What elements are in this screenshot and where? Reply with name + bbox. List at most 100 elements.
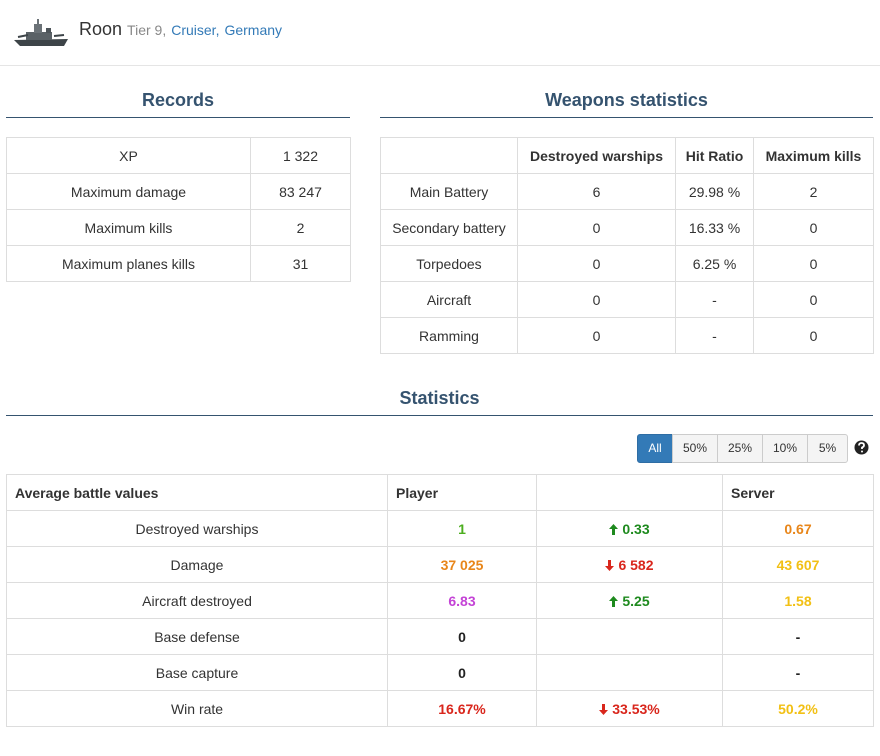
- weapons-cell: 6: [517, 173, 676, 210]
- statistics-header-cell: Average battle values: [6, 474, 388, 511]
- weapons-row: Torpedoes 0 6.25 % 0: [380, 245, 874, 282]
- weapons-header-cell: Maximum kills: [753, 137, 874, 174]
- weapons-cell: 0: [753, 317, 874, 354]
- record-cell: 2: [250, 209, 351, 246]
- filter-group: All 50% 25% 10% 5%: [637, 434, 848, 463]
- weapons-row: Main Battery 6 29.98 % 2: [380, 173, 874, 210]
- statistics-header-cell: Server: [722, 474, 874, 511]
- player-value: 0: [387, 654, 537, 691]
- diff-cell: [536, 654, 723, 691]
- record-row: Maximum kills 2: [6, 209, 351, 246]
- help-icon[interactable]: [854, 440, 869, 455]
- filter-button[interactable]: 5%: [807, 434, 848, 463]
- record-cell: 83 247: [250, 173, 351, 210]
- statistics-header-cell: [536, 474, 723, 511]
- statistics-label: Base defense: [6, 618, 388, 655]
- record-row: Maximum damage 83 247: [6, 173, 351, 210]
- statistics-row: Base defense 0 -: [6, 618, 874, 655]
- arrow-up: [609, 595, 619, 607]
- statistics-row: Aircraft destroyed 6.83 5.25 1.58: [6, 582, 874, 619]
- statistics-row: Damage 37 025 6 582 43 607: [6, 546, 874, 583]
- weapons-cell: 0: [517, 317, 676, 354]
- arrow-down: [599, 703, 609, 715]
- server-value: 0.67: [722, 510, 874, 547]
- server-value: 43 607: [722, 546, 874, 583]
- player-value: 1: [387, 510, 537, 547]
- weapons-cell: 16.33 %: [675, 209, 754, 246]
- weapons-table: Destroyed warships Hit Ratio Maximum kills…: [380, 137, 874, 354]
- weapons-title: Weapons statistics: [380, 90, 873, 118]
- statistics-header-cell: Player: [387, 474, 537, 511]
- ship-icon: [14, 19, 68, 46]
- filter-button[interactable]: All: [637, 434, 673, 463]
- diff-value: 5.25: [622, 592, 650, 609]
- weapons-cell: 0: [517, 281, 676, 318]
- statistics-label: Destroyed warships: [6, 510, 388, 547]
- header: Roon Tier 9, Cruiser, Germany: [0, 0, 880, 66]
- records-title: Records: [6, 90, 350, 118]
- weapons-row: Ramming 0-0: [380, 317, 874, 354]
- weapons-cell: Aircraft: [380, 281, 518, 318]
- weapons-cell: 0: [517, 209, 676, 246]
- filter-button[interactable]: 10%: [762, 434, 808, 463]
- statistics-label: Aircraft destroyed: [6, 582, 388, 619]
- weapons-cell: -: [675, 281, 754, 318]
- weapons-cell: 6.25 %: [675, 245, 754, 282]
- diff-cell: 5.25: [536, 582, 723, 619]
- server-value: -: [722, 654, 874, 691]
- weapons-cell: 0: [517, 245, 676, 282]
- weapons-header-cell: Destroyed warships: [517, 137, 676, 174]
- arrow-down: [605, 559, 615, 571]
- diff-cell: 0.33: [536, 510, 723, 547]
- filter-button[interactable]: 50%: [672, 434, 718, 463]
- record-cell: 1 322: [250, 137, 351, 174]
- ship-class-link[interactable]: Cruiser,: [171, 22, 220, 38]
- statistics-table: Average battle values Player Server Destroy…: [6, 474, 874, 727]
- server-value: 50.2%: [722, 690, 874, 727]
- record-cell: Maximum planes kills: [6, 245, 251, 282]
- ship-tier: Tier 9,: [127, 22, 167, 38]
- player-value: 16.67%: [387, 690, 537, 727]
- record-row: XP 1 322: [6, 137, 351, 174]
- player-value: 0: [387, 618, 537, 655]
- statistics-label: Damage: [6, 546, 388, 583]
- weapons-cell: Ramming: [380, 317, 518, 354]
- weapons-cell: 29.98 %: [675, 173, 754, 210]
- ship-name: Roon: [79, 19, 123, 39]
- statistics-label: Win rate: [6, 690, 388, 727]
- weapons-cell: 0: [753, 209, 874, 246]
- diff-value: 0.33: [622, 520, 650, 537]
- weapons-cell: 2: [753, 173, 874, 210]
- weapons-cell: 0: [753, 245, 874, 282]
- weapons-cell: -: [675, 317, 754, 354]
- filter-button[interactable]: 25%: [717, 434, 763, 463]
- weapons-cell: 0: [753, 281, 874, 318]
- diff-cell: [536, 618, 723, 655]
- server-value: 1.58: [722, 582, 874, 619]
- statistics-title: Statistics: [6, 388, 873, 416]
- statistics-row: Base capture 0 -: [6, 654, 874, 691]
- weapons-header-row: Destroyed warships Hit Ratio Maximum kills: [380, 137, 874, 174]
- record-cell: Maximum kills: [6, 209, 251, 246]
- diff-cell: 6 582: [536, 546, 723, 583]
- ship-nation-link[interactable]: Germany: [224, 22, 283, 38]
- weapons-cell: Secondary battery: [380, 209, 518, 246]
- statistics-row: Destroyed warships 1 0.33 0.67: [6, 510, 874, 547]
- weapons-row: Secondary battery 0 16.33 % 0: [380, 209, 874, 246]
- server-value: -: [722, 618, 874, 655]
- weapons-header-cell: [380, 137, 518, 174]
- record-row: Maximum planes kills 31: [6, 245, 351, 282]
- player-value: 37 025: [387, 546, 537, 583]
- statistics-header-row: Average battle values Player Server: [6, 474, 874, 511]
- records-table: XP 1 322 Maximum damage 83 247 Maximum kills…: [6, 137, 351, 282]
- diff-value: 33.53%: [612, 700, 660, 717]
- statistics-row: Win rate 16.67% 33.53% 50.2%: [6, 690, 874, 727]
- record-cell: Maximum damage: [6, 173, 251, 210]
- player-value: 6.83: [387, 582, 537, 619]
- ship-title: Roon Tier 9, Cruiser, Germany: [79, 19, 282, 40]
- statistics-label: Base capture: [6, 654, 388, 691]
- weapons-cell: Torpedoes: [380, 245, 518, 282]
- weapons-row: Aircraft 0-0: [380, 281, 874, 318]
- weapons-header-cell: Hit Ratio: [675, 137, 754, 174]
